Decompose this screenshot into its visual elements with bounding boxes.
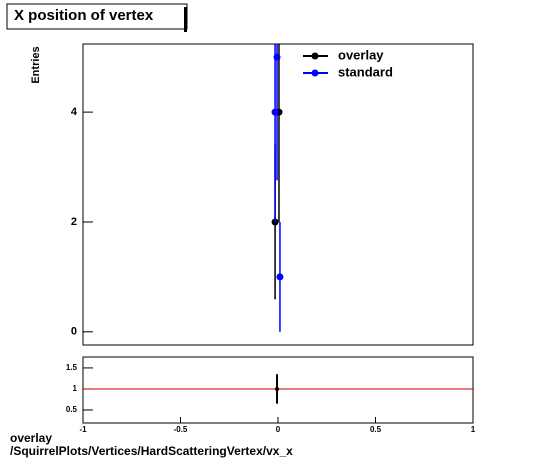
- legend-label: overlay: [338, 47, 384, 62]
- y-tick-label: 0: [71, 326, 77, 338]
- chart-title: X position of vertex: [14, 7, 154, 24]
- y-tick-label: 1: [73, 384, 78, 393]
- main-frame: [82, 43, 474, 346]
- x-tick-label: -1: [79, 425, 87, 434]
- data-point: [275, 386, 280, 391]
- footer-line: overlay: [10, 431, 52, 445]
- data-point: [276, 273, 284, 281]
- y-axis-label: Entries: [30, 46, 42, 83]
- data-point: [273, 53, 281, 61]
- x-tick-label: 0.5: [370, 425, 382, 434]
- y-tick-label: 4: [71, 106, 78, 118]
- legend-marker: [311, 52, 319, 60]
- x-tick-label: 0: [276, 425, 281, 434]
- legend-marker: [311, 69, 319, 77]
- x-tick-label: 1: [471, 425, 476, 434]
- legend-label: standard: [338, 64, 393, 79]
- footer-line: /SquirrelPlots/Vertices/HardScatteringVe…: [10, 444, 293, 458]
- title-box: [6, 3, 188, 30]
- y-tick-label: 0.5: [66, 405, 78, 414]
- y-tick-label: 2: [71, 216, 77, 228]
- title-shadow: [184, 7, 187, 32]
- x-tick-label: -0.5: [174, 425, 188, 434]
- y-tick-label: 1.5: [66, 363, 78, 372]
